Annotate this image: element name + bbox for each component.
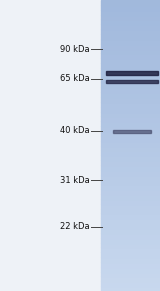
Bar bbox=[101, 102, 160, 107]
Bar bbox=[101, 281, 160, 286]
Bar bbox=[101, 194, 160, 199]
Text: 22 kDa: 22 kDa bbox=[60, 223, 90, 231]
Bar bbox=[101, 87, 160, 92]
Bar bbox=[101, 267, 160, 272]
Bar bbox=[101, 146, 160, 150]
Bar bbox=[101, 272, 160, 276]
Bar bbox=[106, 80, 158, 83]
Bar bbox=[101, 39, 160, 44]
Bar bbox=[101, 223, 160, 228]
Bar bbox=[101, 180, 160, 184]
Bar bbox=[101, 107, 160, 111]
Bar bbox=[101, 155, 160, 160]
Bar bbox=[101, 247, 160, 252]
Bar bbox=[101, 131, 160, 136]
Bar bbox=[101, 111, 160, 116]
Bar bbox=[101, 218, 160, 223]
Bar bbox=[101, 53, 160, 58]
Bar bbox=[101, 136, 160, 141]
Bar bbox=[101, 189, 160, 194]
Bar bbox=[101, 199, 160, 204]
Text: 31 kDa: 31 kDa bbox=[60, 176, 90, 185]
Bar bbox=[101, 233, 160, 238]
Bar bbox=[101, 68, 160, 73]
Text: 65 kDa: 65 kDa bbox=[60, 74, 90, 83]
Bar bbox=[101, 228, 160, 233]
Bar bbox=[101, 286, 160, 291]
Bar bbox=[101, 34, 160, 39]
Bar bbox=[101, 238, 160, 242]
Bar bbox=[101, 97, 160, 102]
Bar bbox=[101, 141, 160, 146]
Text: 40 kDa: 40 kDa bbox=[60, 127, 90, 135]
Bar bbox=[106, 71, 158, 74]
Bar bbox=[101, 126, 160, 131]
Bar bbox=[101, 0, 160, 5]
Bar bbox=[101, 262, 160, 267]
Bar bbox=[101, 121, 160, 126]
Bar bbox=[101, 160, 160, 165]
Bar bbox=[101, 276, 160, 281]
Bar bbox=[101, 15, 160, 19]
Bar bbox=[101, 63, 160, 68]
Bar bbox=[101, 73, 160, 78]
Bar bbox=[101, 19, 160, 24]
Bar bbox=[101, 204, 160, 209]
Bar bbox=[101, 29, 160, 34]
Bar bbox=[101, 58, 160, 63]
Bar bbox=[101, 24, 160, 29]
Bar bbox=[101, 209, 160, 213]
Bar bbox=[101, 257, 160, 262]
Bar bbox=[101, 44, 160, 49]
Bar bbox=[101, 82, 160, 87]
Bar bbox=[101, 213, 160, 218]
Text: 90 kDa: 90 kDa bbox=[60, 45, 90, 54]
Bar bbox=[101, 49, 160, 53]
Bar bbox=[113, 130, 151, 133]
Bar bbox=[101, 242, 160, 247]
Bar bbox=[101, 116, 160, 121]
Bar bbox=[101, 150, 160, 155]
Bar bbox=[101, 175, 160, 180]
Bar bbox=[101, 92, 160, 97]
Bar bbox=[101, 10, 160, 15]
Bar bbox=[101, 165, 160, 170]
Bar bbox=[101, 78, 160, 82]
Bar bbox=[101, 5, 160, 10]
Bar bbox=[101, 170, 160, 175]
Bar bbox=[101, 184, 160, 189]
Bar bbox=[101, 252, 160, 257]
